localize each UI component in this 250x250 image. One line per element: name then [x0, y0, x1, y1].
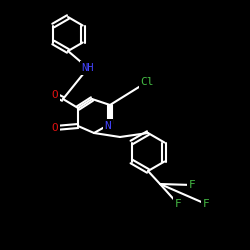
Text: N: N — [104, 121, 112, 131]
Text: F: F — [202, 199, 209, 209]
Text: O: O — [52, 123, 59, 133]
Text: O: O — [52, 90, 59, 100]
Text: NH: NH — [82, 63, 94, 73]
Text: Cl: Cl — [140, 77, 154, 87]
Text: F: F — [174, 199, 182, 209]
Text: F: F — [189, 180, 196, 190]
